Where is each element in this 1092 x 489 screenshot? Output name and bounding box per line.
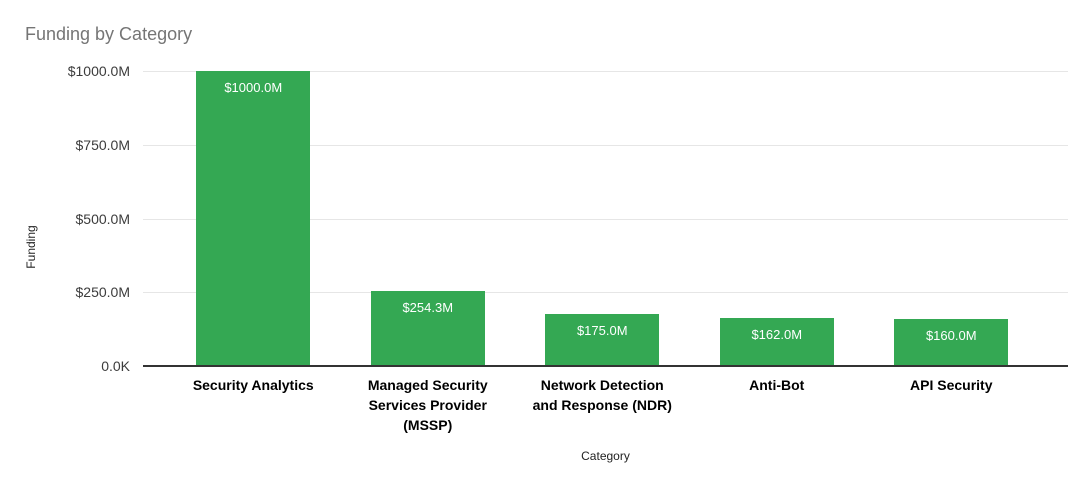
x-category-label-line: Security Analytics — [192, 377, 314, 393]
bar-value-label: $175.0M — [576, 323, 628, 339]
x-category-label-line: Services Provider — [368, 397, 487, 413]
x-category-label-api-security: API Security — [861, 375, 1041, 395]
bar-value-label: $162.0M — [751, 327, 803, 343]
bar-value-label: $254.3M — [402, 299, 454, 315]
y-tick-label: $750.0M — [75, 136, 130, 153]
bar-value-label: $1000.0M — [224, 80, 283, 95]
x-category-label-managed-security-services-provider-mssp: Managed Security Services Provider (MSSP) — [338, 375, 518, 435]
bar-api-security[interactable]: $160.0M — [894, 318, 1009, 366]
y-tick-label: $1000.0M — [67, 63, 130, 79]
x-category-label-line: Network Detection — [540, 377, 664, 393]
y-gridline — [143, 71, 1068, 72]
x-category-label-line: API Security — [910, 377, 993, 393]
x-category-label-line: (MSSP) — [403, 417, 453, 433]
chart-title: Funding by Category — [25, 24, 193, 44]
x-category-label-line: Anti-Bot — [749, 377, 805, 393]
bar-network-detection-and-response-ndr[interactable]: $175.0M — [545, 314, 660, 366]
y-tick-label: 0.0K — [101, 358, 130, 374]
x-category-label-line: Managed Security — [367, 377, 488, 393]
y-tick-label: $250.0M — [75, 284, 130, 301]
x-category-label-network-detection-and-response-ndr: Network Detection and Response (NDR) — [512, 375, 692, 415]
y-gridline — [143, 292, 1068, 294]
y-gridline — [143, 144, 1068, 146]
x-category-label-line: and Response (NDR) — [532, 397, 672, 413]
bar-anti-bot[interactable]: $162.0M — [719, 318, 834, 366]
x-category-label-security-analytics: Security Analytics — [163, 375, 343, 395]
bar-managed-security-services-provider-mssp[interactable]: $254.3M — [370, 290, 485, 366]
x-category-label-anti-bot: Anti-Bot — [687, 375, 867, 395]
x-axis-baseline — [143, 365, 1068, 367]
y-tick-label: $500.0M — [75, 210, 130, 227]
bar-security-analytics[interactable]: $1000.0M — [196, 71, 311, 366]
bar-value-label: $160.0M — [925, 327, 977, 343]
x-axis-title: Category — [581, 449, 630, 463]
y-axis-title: Funding — [24, 225, 38, 269]
y-gridline — [143, 218, 1068, 220]
